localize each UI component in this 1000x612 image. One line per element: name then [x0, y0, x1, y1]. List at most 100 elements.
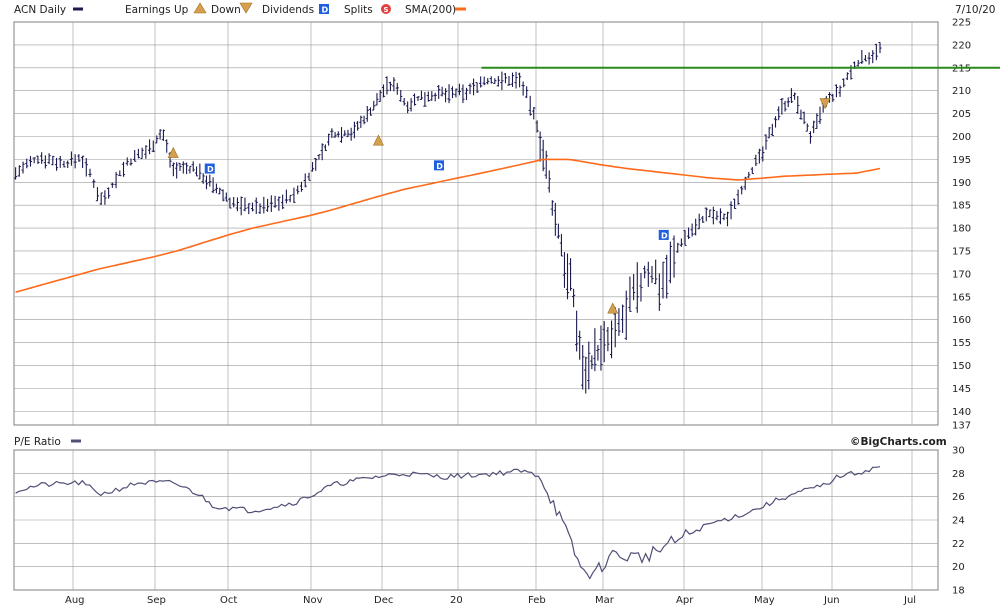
- price-bar: [372, 100, 376, 111]
- price-bar: [620, 304, 625, 333]
- price-bar: [95, 187, 100, 202]
- x-tick-label: Jun: [823, 595, 840, 606]
- price-panel-frame: [13, 21, 939, 426]
- price-bar: [258, 203, 262, 215]
- price-bar: [750, 167, 754, 175]
- price-bar: [686, 227, 691, 240]
- price-bar: [725, 211, 730, 227]
- price-bar: [352, 121, 356, 139]
- price-bar: [378, 89, 382, 103]
- price-bar: [28, 156, 33, 167]
- price-bar: [419, 90, 424, 100]
- price-tick-label: 180: [952, 224, 971, 235]
- price-bar: [575, 310, 579, 352]
- price-grid: [14, 22, 938, 425]
- price-bar: [617, 308, 621, 336]
- dividend-d-icon: [319, 4, 329, 14]
- earnings-up-marker-icon: [372, 134, 384, 146]
- price-tick-label: 160: [952, 315, 971, 326]
- price-bar: [628, 276, 632, 312]
- price-bar: [339, 127, 344, 143]
- price-tick-label: 195: [952, 155, 971, 166]
- price-bar: [385, 76, 389, 95]
- earnings-label: Earnings: [125, 4, 171, 16]
- price-bar: [69, 151, 74, 166]
- price-bar: [867, 52, 871, 65]
- price-bar: [856, 59, 860, 67]
- price-bar: [208, 174, 212, 187]
- price-bar: [214, 183, 219, 194]
- price-bar: [430, 91, 434, 101]
- price-bar: [860, 50, 864, 65]
- price-bar: [62, 160, 66, 168]
- price-bar: [792, 92, 797, 100]
- splits-label: Splits: [344, 4, 373, 16]
- price-bar: [708, 209, 712, 218]
- earnings-up-marker-icon: [607, 302, 619, 314]
- price-bar: [789, 88, 794, 103]
- price-bar: [541, 139, 545, 172]
- price-tick-label: 220: [952, 40, 971, 51]
- price-bar: [815, 113, 819, 129]
- price-bar: [486, 78, 490, 85]
- svg-text:D: D: [436, 162, 443, 171]
- price-bar: [110, 182, 114, 188]
- price-bar: [121, 161, 126, 177]
- price-bar: [764, 134, 768, 150]
- price-bar: [827, 92, 832, 103]
- price-bar: [14, 167, 18, 180]
- price-bar: [228, 197, 232, 209]
- dividend-marker-icon: D: [434, 160, 444, 171]
- price-bar: [147, 139, 152, 155]
- price-bar: [812, 120, 816, 134]
- earnings-up-label: Up: [174, 4, 189, 16]
- price-bar: [596, 344, 600, 361]
- price-bar: [273, 195, 277, 208]
- price-bar: [406, 101, 410, 114]
- price-bar: [281, 194, 285, 210]
- pe-title: P/E Ratio: [14, 436, 61, 448]
- pe-tick-label: 28: [952, 469, 965, 480]
- price-bar: [118, 170, 122, 177]
- price-bar: [402, 97, 406, 106]
- price-bar: [780, 98, 784, 115]
- price-bar: [416, 96, 420, 102]
- price-bar: [711, 206, 715, 225]
- price-bar: [553, 202, 557, 236]
- price-bar: [359, 115, 363, 128]
- price-bar: [330, 128, 334, 139]
- price-tick-label: 150: [952, 361, 971, 372]
- price-tick-label: 175: [952, 246, 971, 257]
- price-bar: [92, 179, 96, 188]
- x-tick-label: Mar: [595, 595, 615, 606]
- price-bar: [661, 261, 665, 299]
- x-tick-label: Nov: [303, 595, 323, 606]
- price-bar: [654, 259, 658, 285]
- price-bar: [175, 162, 179, 179]
- price-bar: [482, 76, 486, 86]
- x-axis: Aug Sep Oct Nov Dec 20 Feb Mar Apr May Jun Jul: [65, 595, 916, 606]
- price-bar: [590, 355, 594, 370]
- price-bar: [694, 218, 698, 236]
- price-bar: [676, 242, 680, 253]
- dividend-marker-icon: D: [658, 229, 669, 240]
- price-bar: [262, 196, 266, 214]
- pe-tick-label: 30: [952, 446, 965, 457]
- price-bar: [599, 325, 603, 371]
- price-bar: [871, 50, 875, 64]
- price-bar: [88, 168, 92, 178]
- price-bars: [14, 41, 882, 394]
- price-bar: [381, 84, 386, 98]
- price-bar: [722, 213, 726, 221]
- price-bar: [47, 153, 51, 165]
- price-bar: [525, 86, 529, 99]
- price-bar: [73, 154, 77, 169]
- price-bar: [218, 187, 222, 195]
- price-bar: [165, 139, 169, 153]
- price-bar: [327, 133, 331, 146]
- price-bar: [296, 185, 300, 195]
- price-bar: [587, 341, 591, 390]
- price-bar: [690, 223, 694, 237]
- earnings-down-label: Down: [211, 4, 241, 16]
- dividend-d-icon-glyph: D: [322, 6, 329, 15]
